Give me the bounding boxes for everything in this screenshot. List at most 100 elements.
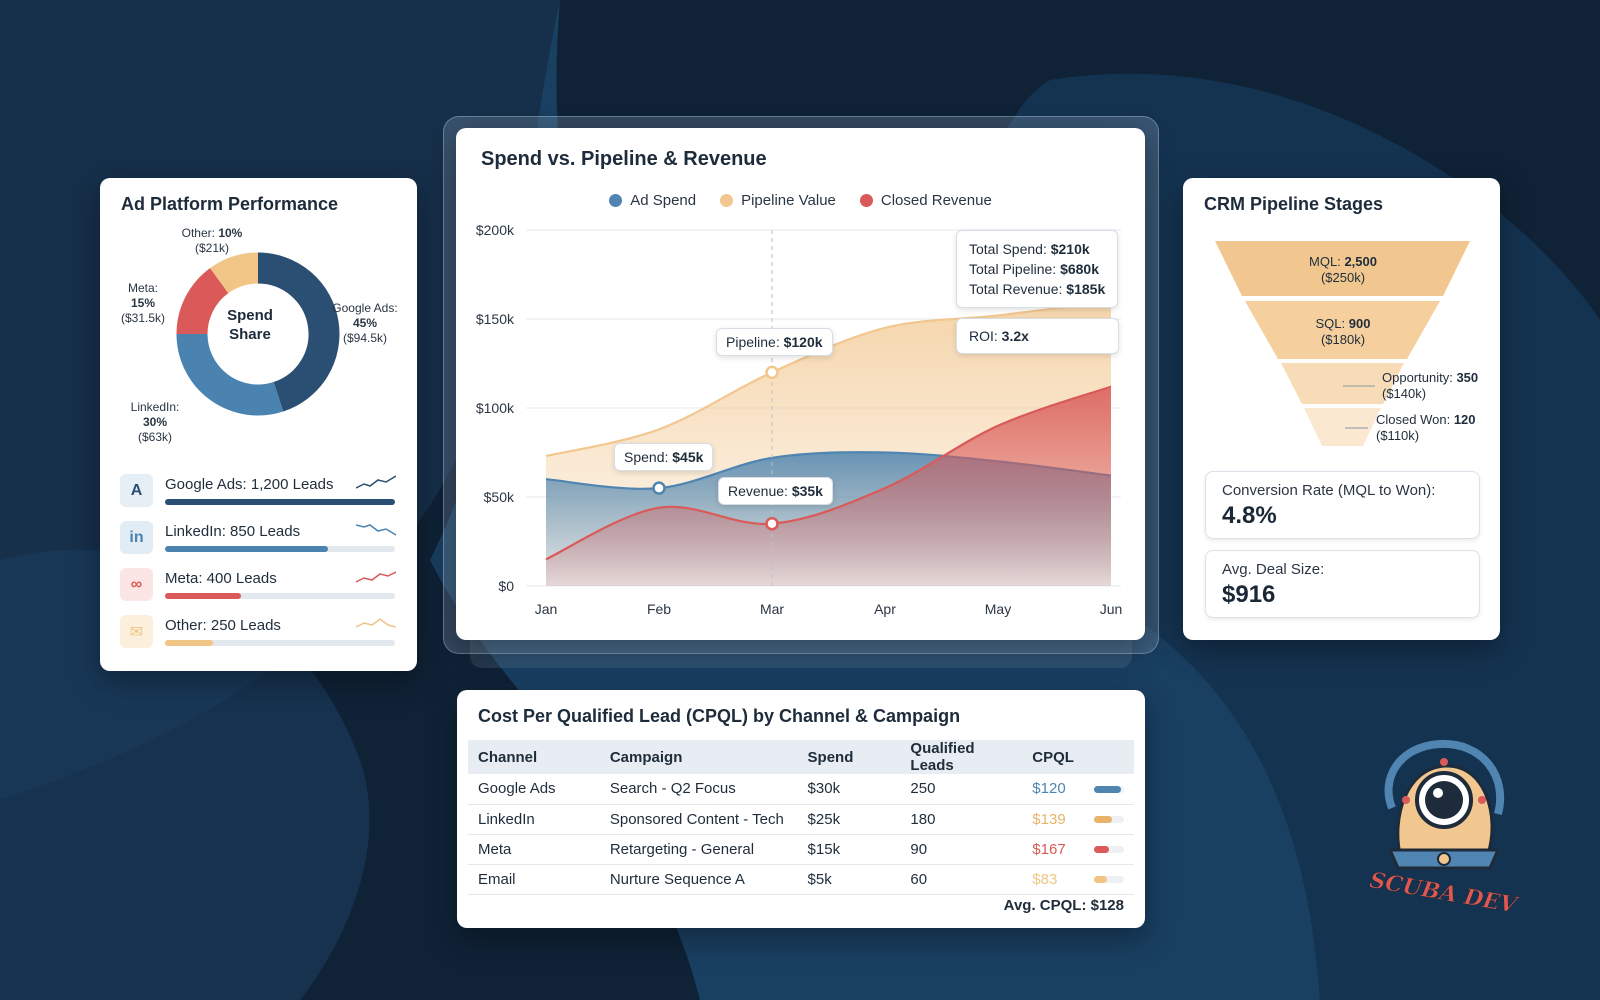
leads-bar-fill — [165, 499, 395, 505]
spend-tooltip: Spend: $45k — [614, 443, 714, 471]
spend-pipeline-chart-card: $0 $50k $100k $150k $200k Jan Feb Mar Apr May Jun … — [456, 128, 1145, 640]
cpql-bar-fill — [1093, 846, 1109, 854]
legend-item[interactable]: Pipeline Value — [720, 192, 836, 209]
x-tick-label: Mar — [760, 601, 784, 617]
avg-deal-size-box: Avg. Deal Size: $916 — [1205, 550, 1480, 618]
x-tick-label: Apr — [874, 601, 896, 617]
ad-platform-card: Ad Platform Performance Spend Share Goog… — [100, 178, 417, 671]
x-tick-label: May — [985, 601, 1011, 617]
platform-row[interactable]: in LinkedIn: 850 Leads — [120, 521, 398, 557]
cpql-bar-fill — [1093, 785, 1121, 793]
leads-bar-track — [165, 499, 395, 505]
y-tick-label: $50k — [484, 489, 515, 505]
cpql-bar — [1093, 785, 1124, 793]
area-chart: $0 $50k $100k $150k $200k Jan Feb Mar Apr May Jun — [476, 222, 1122, 617]
platform-row[interactable]: A Google Ads: 1,200 Leads — [120, 474, 398, 510]
slice-value: ($94.5k) — [342, 331, 388, 345]
platform-row[interactable]: ✉ Other: 250 Leads — [120, 615, 398, 651]
donut-chart — [176, 252, 340, 416]
cpql-bar — [1093, 876, 1124, 884]
conversion-value: 4.8% — [1222, 502, 1277, 529]
funnel-stage-closed-won — [1304, 408, 1381, 446]
cpql-value: $139 — [1022, 804, 1084, 835]
col-channel: Channel — [468, 740, 600, 774]
slice-pct: 15% — [130, 296, 156, 310]
table-row[interactable]: Email Nurture Sequence A $5k 60 $83 — [468, 864, 1134, 895]
table-row[interactable]: Google Ads Search - Q2 Focus $30k 250 $120 — [468, 774, 1134, 805]
table-row[interactable]: Meta Retargeting - General $15k 90 $167 — [468, 834, 1134, 865]
platform-label: Google Ads: 1,200 Leads — [165, 476, 334, 493]
logo-wordmark: SCUBA DEV — [1370, 867, 1520, 919]
tooltip-label: Revenue: — [728, 483, 788, 499]
donut-slice — [210, 252, 259, 294]
pipeline-funnel — [1215, 241, 1470, 446]
cpql-bar — [1093, 816, 1124, 824]
table-cell: 60 — [900, 864, 1023, 895]
sparkline — [356, 524, 396, 536]
tooltip-value: $35k — [791, 483, 823, 499]
donut-slice — [176, 268, 229, 335]
sparkline — [356, 618, 396, 628]
slice-label-linkedin: LinkedIn: 30% ($63k) — [120, 400, 190, 445]
tooltip-label: Pipeline: — [726, 334, 780, 350]
table-cell: $15k — [797, 834, 901, 865]
chart-title: Spend vs. Pipeline & Revenue — [481, 148, 767, 170]
leads-bar-fill — [165, 546, 329, 552]
conversion-label: Conversion Rate (MQL to Won): — [1222, 482, 1436, 499]
leads-bar-fill — [165, 593, 241, 599]
slice-pct: 10% — [218, 226, 243, 240]
table-cell: Sponsored Content - Tech — [599, 804, 798, 835]
slice-value: ($63k) — [137, 430, 172, 444]
stage-label-opportunity: Opportunity: 350 ($140k) — [1382, 370, 1479, 401]
table-cell: $30k — [797, 774, 901, 805]
tooltip-label: Spend: — [624, 449, 669, 465]
slice-value: ($21k) — [194, 241, 229, 255]
roi-value: 3.2x — [1001, 328, 1029, 344]
table-cell: $25k — [797, 804, 901, 835]
table-cell: Retargeting - General — [599, 834, 798, 865]
tooltip-value: $45k — [672, 449, 704, 465]
funnel-stage-opportunity — [1281, 363, 1404, 404]
roi-summary: ROI: 3.2x — [956, 318, 1119, 354]
chart-frame-tab — [470, 640, 1132, 668]
sparkline — [356, 571, 396, 583]
slice-pct: 45% — [352, 316, 378, 330]
tooltip-value: $120k — [783, 334, 823, 350]
total-spend: Total Spend: $210k — [969, 241, 1090, 257]
pipeline-tooltip: Pipeline: $120k — [716, 328, 833, 356]
donut-slice — [176, 333, 284, 416]
leads-bar-fill — [165, 640, 214, 646]
cpql-title: Cost Per Qualified Lead (CPQL) by Channe… — [478, 706, 961, 726]
cpql-bar-cell — [1083, 804, 1134, 835]
table-row[interactable]: LinkedIn Sponsored Content - Tech $25k 180 $… — [468, 804, 1134, 835]
slice-name: Meta: — [127, 281, 158, 295]
slice-pct: 30% — [142, 415, 168, 429]
slice-value: ($31.5k) — [120, 311, 166, 325]
table-cell: 250 — [900, 774, 1023, 805]
table-cell: Meta — [468, 834, 600, 865]
cpql-bar-cell — [1083, 774, 1134, 805]
col-campaign: Campaign — [599, 740, 798, 774]
chart-legend: Ad Spend Pipeline Value Closed Revenue — [456, 192, 1145, 211]
cpql-value: $83 — [1022, 864, 1084, 895]
col-qualified-leads: Qualified Leads — [900, 740, 1023, 774]
y-tick-label: $200k — [476, 222, 515, 238]
scuba-dev-logo: SCUBA DEV — [1370, 739, 1520, 919]
platform-row[interactable]: ∞ Meta: 400 Leads — [120, 568, 398, 604]
table-cell: Search - Q2 Focus — [599, 774, 798, 805]
roi-label: ROI: — [969, 328, 998, 344]
legend-item[interactable]: Closed Revenue — [859, 192, 992, 209]
donut-slice — [257, 252, 340, 412]
leads-bar-track — [165, 640, 395, 646]
table-cell: Email — [468, 864, 600, 895]
platform-label: Meta: 400 Leads — [165, 570, 277, 587]
x-tick-label: Jan — [535, 601, 558, 617]
legend-item[interactable]: Ad Spend — [609, 192, 696, 209]
y-tick-label: $0 — [498, 578, 514, 594]
platform-label: Other: 250 Leads — [165, 617, 281, 634]
ad-platform-title: Ad Platform Performance — [121, 194, 339, 214]
crm-pipeline-card: CRM Pipeline Stages MQL: 2,500 ($250k) S… — [1183, 178, 1500, 640]
platform-label: LinkedIn: 850 Leads — [165, 523, 301, 540]
table-cell: $5k — [797, 864, 901, 895]
y-tick-label: $150k — [476, 311, 515, 327]
